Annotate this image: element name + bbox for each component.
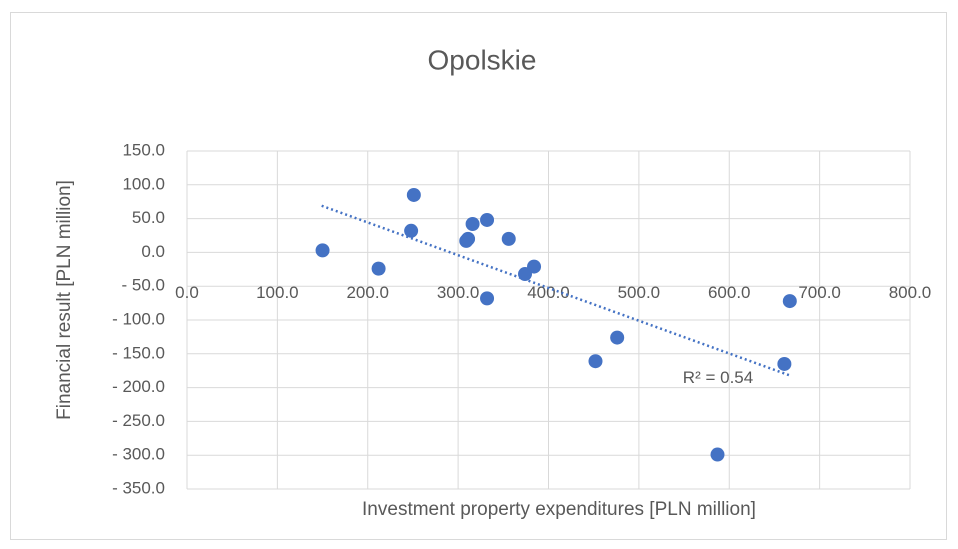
data-point xyxy=(588,354,603,369)
y-tick-label: - 50.0 xyxy=(122,276,165,295)
y-tick-label: - 200.0 xyxy=(112,377,165,396)
x-axis-label: Investment property expenditures [PLN mi… xyxy=(362,499,756,520)
y-tick-label: 50.0 xyxy=(132,208,165,227)
trendline-label: R² = 0.54 xyxy=(683,368,753,387)
chart-border xyxy=(10,12,947,540)
data-point xyxy=(501,231,516,246)
data-point xyxy=(777,356,792,371)
data-point xyxy=(406,187,421,202)
y-tick-label: - 150.0 xyxy=(112,343,165,362)
y-tick-label: - 250.0 xyxy=(112,411,165,430)
x-tick-label: 100.0 xyxy=(256,283,299,302)
data-point xyxy=(461,231,476,246)
y-tick-label: 150.0 xyxy=(122,140,165,159)
chart-title: Opolskie xyxy=(428,44,537,75)
y-axis-label: Financial result [PLN million] xyxy=(54,180,75,420)
x-tick-label: 200.0 xyxy=(346,283,389,302)
data-point xyxy=(610,330,625,345)
data-point xyxy=(710,447,725,462)
y-tick-label: 100.0 xyxy=(122,174,165,193)
y-tick-label: - 100.0 xyxy=(112,309,165,328)
x-tick-label: 500.0 xyxy=(618,283,661,302)
x-tick-label: 700.0 xyxy=(798,283,841,302)
data-point xyxy=(465,217,480,232)
data-point xyxy=(315,243,330,258)
x-tick-label: 0.0 xyxy=(175,283,199,302)
data-point xyxy=(480,291,495,306)
x-tick-label: 600.0 xyxy=(708,283,751,302)
y-tick-label: 0.0 xyxy=(141,242,165,261)
y-tick-label: - 350.0 xyxy=(112,478,165,497)
data-point xyxy=(480,212,495,227)
x-tick-label: 800.0 xyxy=(889,283,932,302)
x-tick-label: 300.0 xyxy=(437,283,480,302)
data-point xyxy=(371,261,386,276)
x-tick-label: 400.0 xyxy=(527,283,570,302)
y-tick-label: - 300.0 xyxy=(112,445,165,464)
data-point xyxy=(404,223,419,238)
data-point xyxy=(527,259,542,274)
data-point xyxy=(782,294,797,309)
